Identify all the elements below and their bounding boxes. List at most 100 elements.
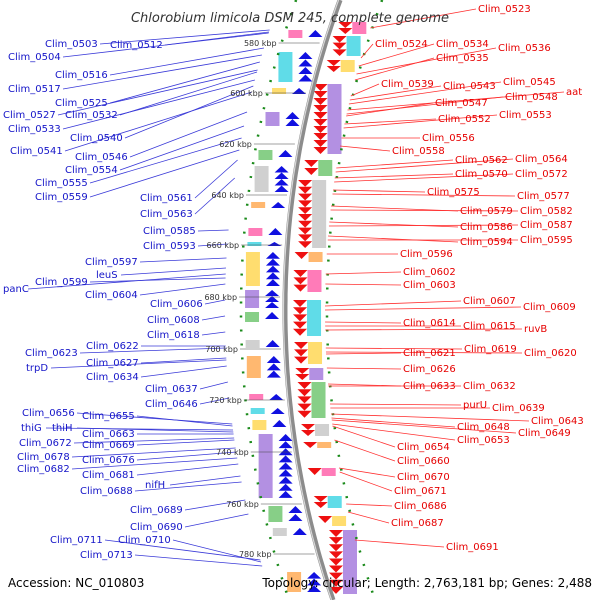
plus-strand-arrow xyxy=(297,382,312,389)
leader-line xyxy=(331,419,517,434)
gene-label: Clim_0559 xyxy=(35,192,88,203)
leader-line xyxy=(134,481,242,492)
leader-line xyxy=(334,173,514,183)
feature-block-plus xyxy=(303,442,332,448)
feature-block-plus xyxy=(301,424,330,436)
plus-strand-arrow xyxy=(313,84,328,91)
plus-strand-arrow xyxy=(304,160,319,167)
leader-line xyxy=(184,513,249,528)
feature-block-plus xyxy=(304,160,333,176)
leader-line xyxy=(62,79,255,130)
leader-line xyxy=(325,328,523,331)
minus-strand-arrow xyxy=(278,462,293,470)
minus-strand-arrow xyxy=(292,528,307,535)
minus-strand-arrow xyxy=(278,455,293,463)
leader-line xyxy=(325,271,402,275)
feature-color-block xyxy=(245,340,260,348)
leader-line xyxy=(347,511,390,524)
feature-block-plus xyxy=(318,516,347,526)
gene-label: Clim_0503 xyxy=(45,39,98,50)
minus-strand-arrow xyxy=(270,408,285,414)
gene-label: Clim_0686 xyxy=(394,501,447,512)
feature-color-block xyxy=(311,382,326,418)
feature-color-block xyxy=(247,242,262,246)
kbp-label: 760 kbp xyxy=(226,500,259,509)
feature-block-minus xyxy=(249,394,284,400)
leader-line xyxy=(129,111,248,158)
gene-labels: Clim_0503 Clim_0512 Clim_0504 Clim_0516 Clim… xyxy=(3,4,584,561)
gene-label: Clim_0596 xyxy=(400,249,453,260)
leader-line xyxy=(335,158,514,173)
gene-label: Clim_0541 xyxy=(10,146,63,157)
feature-block-minus xyxy=(272,528,307,536)
topology-summary: Topology: circular; Length: 2,763,181 bp… xyxy=(261,576,592,590)
feature-color-block xyxy=(308,342,323,364)
leader-line xyxy=(201,315,226,321)
plus-strand-arrow xyxy=(313,105,328,112)
minus-strand-arrow xyxy=(272,420,287,427)
minus-strand-arrow xyxy=(274,166,289,173)
gene-label: Clim_0593 xyxy=(143,241,196,252)
leader-line xyxy=(340,145,391,152)
plus-strand-arrow xyxy=(298,193,313,201)
minus-strand-arrow xyxy=(274,185,289,192)
gene-label: Clim_0621 xyxy=(403,348,456,359)
genome-backbone xyxy=(239,0,384,600)
feature-block-plus xyxy=(293,300,322,336)
plus-strand-arrow xyxy=(332,42,347,50)
gene-label: purU xyxy=(463,400,487,411)
leader-line xyxy=(334,439,396,462)
leader-line xyxy=(89,149,240,198)
plus-strand-arrow xyxy=(313,119,328,126)
plus-strand-arrow xyxy=(318,516,333,523)
plus-strand-arrow xyxy=(304,168,319,175)
gene-label: Clim_0660 xyxy=(397,456,450,467)
leader-line xyxy=(197,243,228,247)
feature-color-block xyxy=(321,468,336,476)
gene-label: Clim_0603 xyxy=(403,280,456,291)
gene-label: Clim_0561 xyxy=(140,193,193,204)
leader-line xyxy=(194,177,236,215)
leader-line xyxy=(332,425,396,448)
gene-label: Clim_0648 xyxy=(457,422,510,433)
minus-strand-arrow xyxy=(265,265,280,273)
feature-color-block xyxy=(318,160,333,176)
gene-label: Clim_0540 xyxy=(70,133,123,144)
leader-line xyxy=(338,467,396,478)
gene-label: Clim_0575 xyxy=(427,187,480,198)
label-leader-lines xyxy=(27,8,565,567)
feature-color-block xyxy=(248,228,263,236)
minus-strand-arrow xyxy=(269,394,284,400)
leader-line xyxy=(330,209,519,212)
leader-line xyxy=(172,539,262,563)
minus-strand-arrow xyxy=(265,258,280,266)
leader-line xyxy=(348,81,502,105)
leader-line xyxy=(109,47,265,76)
plus-strand-arrow xyxy=(338,28,353,34)
kbp-label: 640 kbp xyxy=(211,191,244,200)
plus-strand-arrow xyxy=(298,180,313,187)
plus-strand-arrow xyxy=(293,328,308,336)
feature-block-plus xyxy=(297,382,326,418)
leader-line xyxy=(334,173,454,179)
gene-label: Clim_0535 xyxy=(436,53,489,64)
plus-strand-arrow xyxy=(298,227,313,235)
gene-label: Clim_0556 xyxy=(422,133,475,144)
plus-strand-arrow xyxy=(329,586,343,594)
leader-line xyxy=(140,357,227,364)
feature-block-plus xyxy=(313,84,342,154)
feature-color-block xyxy=(312,180,327,248)
leader-line xyxy=(339,471,393,492)
gene-label: Clim_0525 xyxy=(55,98,108,109)
gene-label: Clim_0618 xyxy=(147,330,200,341)
minus-strand-arrow xyxy=(265,252,280,259)
leader-line xyxy=(344,118,437,125)
backbone-line xyxy=(282,0,343,600)
accession-label: Accession: NC_010803 xyxy=(8,576,144,590)
gene-label: Clim_0602 xyxy=(403,267,456,278)
feature-color-block xyxy=(308,252,323,262)
feature-color-block xyxy=(287,572,302,592)
plus-strand-arrow xyxy=(329,565,343,573)
feature-block-minus xyxy=(245,340,280,348)
leader-line xyxy=(354,57,435,81)
